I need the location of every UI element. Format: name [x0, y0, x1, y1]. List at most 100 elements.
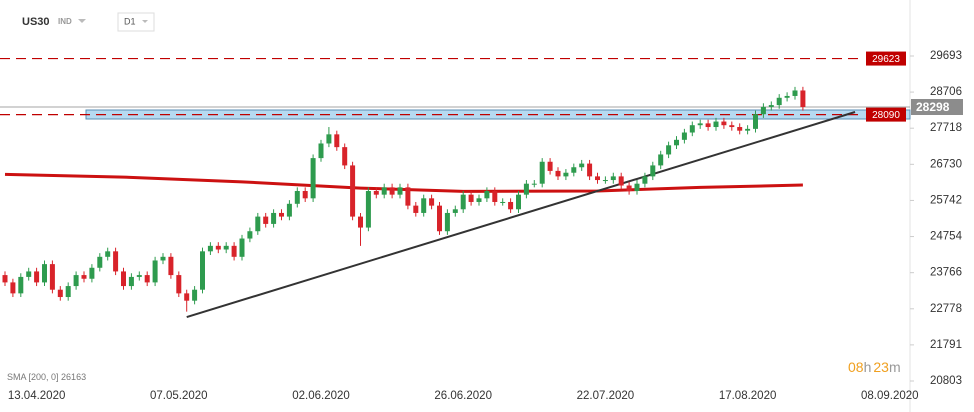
- candle-body: [792, 90, 798, 96]
- candle-body: [176, 275, 182, 294]
- candle-body: [547, 161, 553, 171]
- candle-body: [113, 251, 119, 272]
- candle-body: [144, 275, 150, 283]
- candle-body: [697, 123, 703, 126]
- candle-body: [587, 163, 593, 177]
- candle-body: [476, 198, 482, 202]
- candle-body: [555, 170, 561, 177]
- candle-body: [737, 127, 743, 131]
- timer-minutes: 23: [873, 359, 889, 375]
- candle-body: [563, 172, 569, 177]
- candle-body: [776, 97, 782, 106]
- candle-body: [294, 191, 300, 204]
- candle-body: [610, 176, 616, 181]
- candle-body: [2, 275, 8, 283]
- candle-body: [184, 293, 190, 301]
- candle-body: [42, 264, 47, 283]
- candle-body: [97, 256, 103, 268]
- candle-body: [745, 128, 751, 131]
- candle-body: [492, 191, 498, 202]
- interval-select[interactable]: [117, 12, 155, 32]
- candle-body: [239, 238, 245, 257]
- y-tick-label: 27718: [930, 122, 962, 134]
- candle-body: [121, 271, 126, 287]
- candle-body: [571, 167, 577, 173]
- sma-line: [4, 172, 803, 193]
- candle-body: [318, 143, 324, 159]
- candle-body: [381, 187, 387, 195]
- symbol[interactable]: US30: [22, 16, 50, 28]
- candle-body: [618, 176, 624, 186]
- candle-body: [207, 245, 213, 252]
- candle-body: [255, 216, 261, 232]
- candle-body: [152, 260, 158, 283]
- y-tick-label: 24754: [930, 231, 963, 243]
- interval: D1: [124, 16, 136, 26]
- x-tick-label: 07.05.2020: [150, 390, 208, 402]
- level-label: 29623: [872, 54, 900, 65]
- candle-body: [73, 275, 79, 287]
- candle-body: [642, 176, 648, 184]
- candle-body: [263, 216, 269, 224]
- candle-body: [65, 286, 71, 298]
- timer-minutes-unit: m: [889, 359, 901, 375]
- y-tick-label: 28706: [930, 86, 962, 98]
- x-tick-label: 26.06.2020: [434, 390, 492, 402]
- candle-body: [666, 145, 672, 155]
- candle-body: [302, 191, 308, 199]
- sma-name: SMA [200, 0]: [7, 372, 59, 382]
- candle-body: [326, 134, 332, 144]
- x-tick-label: 02.06.2020: [292, 390, 350, 402]
- candle-body: [800, 90, 806, 107]
- candle-body: [437, 205, 442, 232]
- candle-body: [705, 123, 711, 128]
- level-label: 28090: [872, 110, 900, 121]
- candle-body: [674, 139, 679, 146]
- x-tick-label: 17.08.2020: [719, 390, 777, 402]
- candle-body: [413, 205, 419, 213]
- candle-body: [650, 165, 656, 177]
- candle-body: [768, 105, 774, 107]
- candle-body: [460, 194, 466, 210]
- market: IND: [58, 17, 72, 26]
- y-tick-label: 22778: [930, 303, 962, 315]
- y-tick-label: 23766: [930, 267, 962, 279]
- x-tick-label: 08.09.2020: [861, 390, 919, 402]
- candle-body: [429, 198, 435, 206]
- candle-body: [286, 203, 292, 217]
- x-tick-label: 13.04.2020: [8, 390, 66, 402]
- candle-body: [579, 163, 585, 168]
- candle-body: [508, 201, 514, 210]
- candle-body: [500, 201, 506, 203]
- sma-legend: SMA [200, 0] 26163: [7, 372, 86, 382]
- candle-body: [136, 275, 142, 277]
- candle-body: [397, 187, 403, 195]
- candle-body: [602, 180, 608, 182]
- level-label-box: [866, 51, 906, 66]
- candle-body: [760, 106, 766, 115]
- candle-body: [634, 183, 640, 192]
- candle-body: [373, 191, 379, 195]
- candle-body: [539, 161, 545, 184]
- plot: 29693 28706 27718 26730 25742 24754 23766 22778…: [0, 50, 963, 402]
- candle-body: [271, 212, 277, 224]
- candle-body: [421, 198, 427, 213]
- candle-body: [721, 121, 727, 126]
- candle-body: [81, 275, 87, 279]
- candle-body: [34, 271, 40, 283]
- x-tick-label: 22.07.2020: [577, 390, 635, 402]
- candle-body: [729, 125, 735, 128]
- candle-body: [57, 289, 63, 298]
- dropdown-arrow[interactable]: [142, 20, 148, 23]
- candle-body: [18, 276, 24, 294]
- y-tick-label: 21791: [930, 339, 962, 351]
- candle-body: [753, 114, 758, 129]
- candle-body: [389, 187, 395, 195]
- candle-body: [713, 121, 719, 128]
- candle-body: [49, 264, 55, 290]
- dropdown-arrow[interactable]: [78, 19, 86, 23]
- timer: 08h 23m: [848, 359, 901, 375]
- candle-body: [350, 165, 356, 217]
- y-tick-label: 20803: [930, 375, 962, 387]
